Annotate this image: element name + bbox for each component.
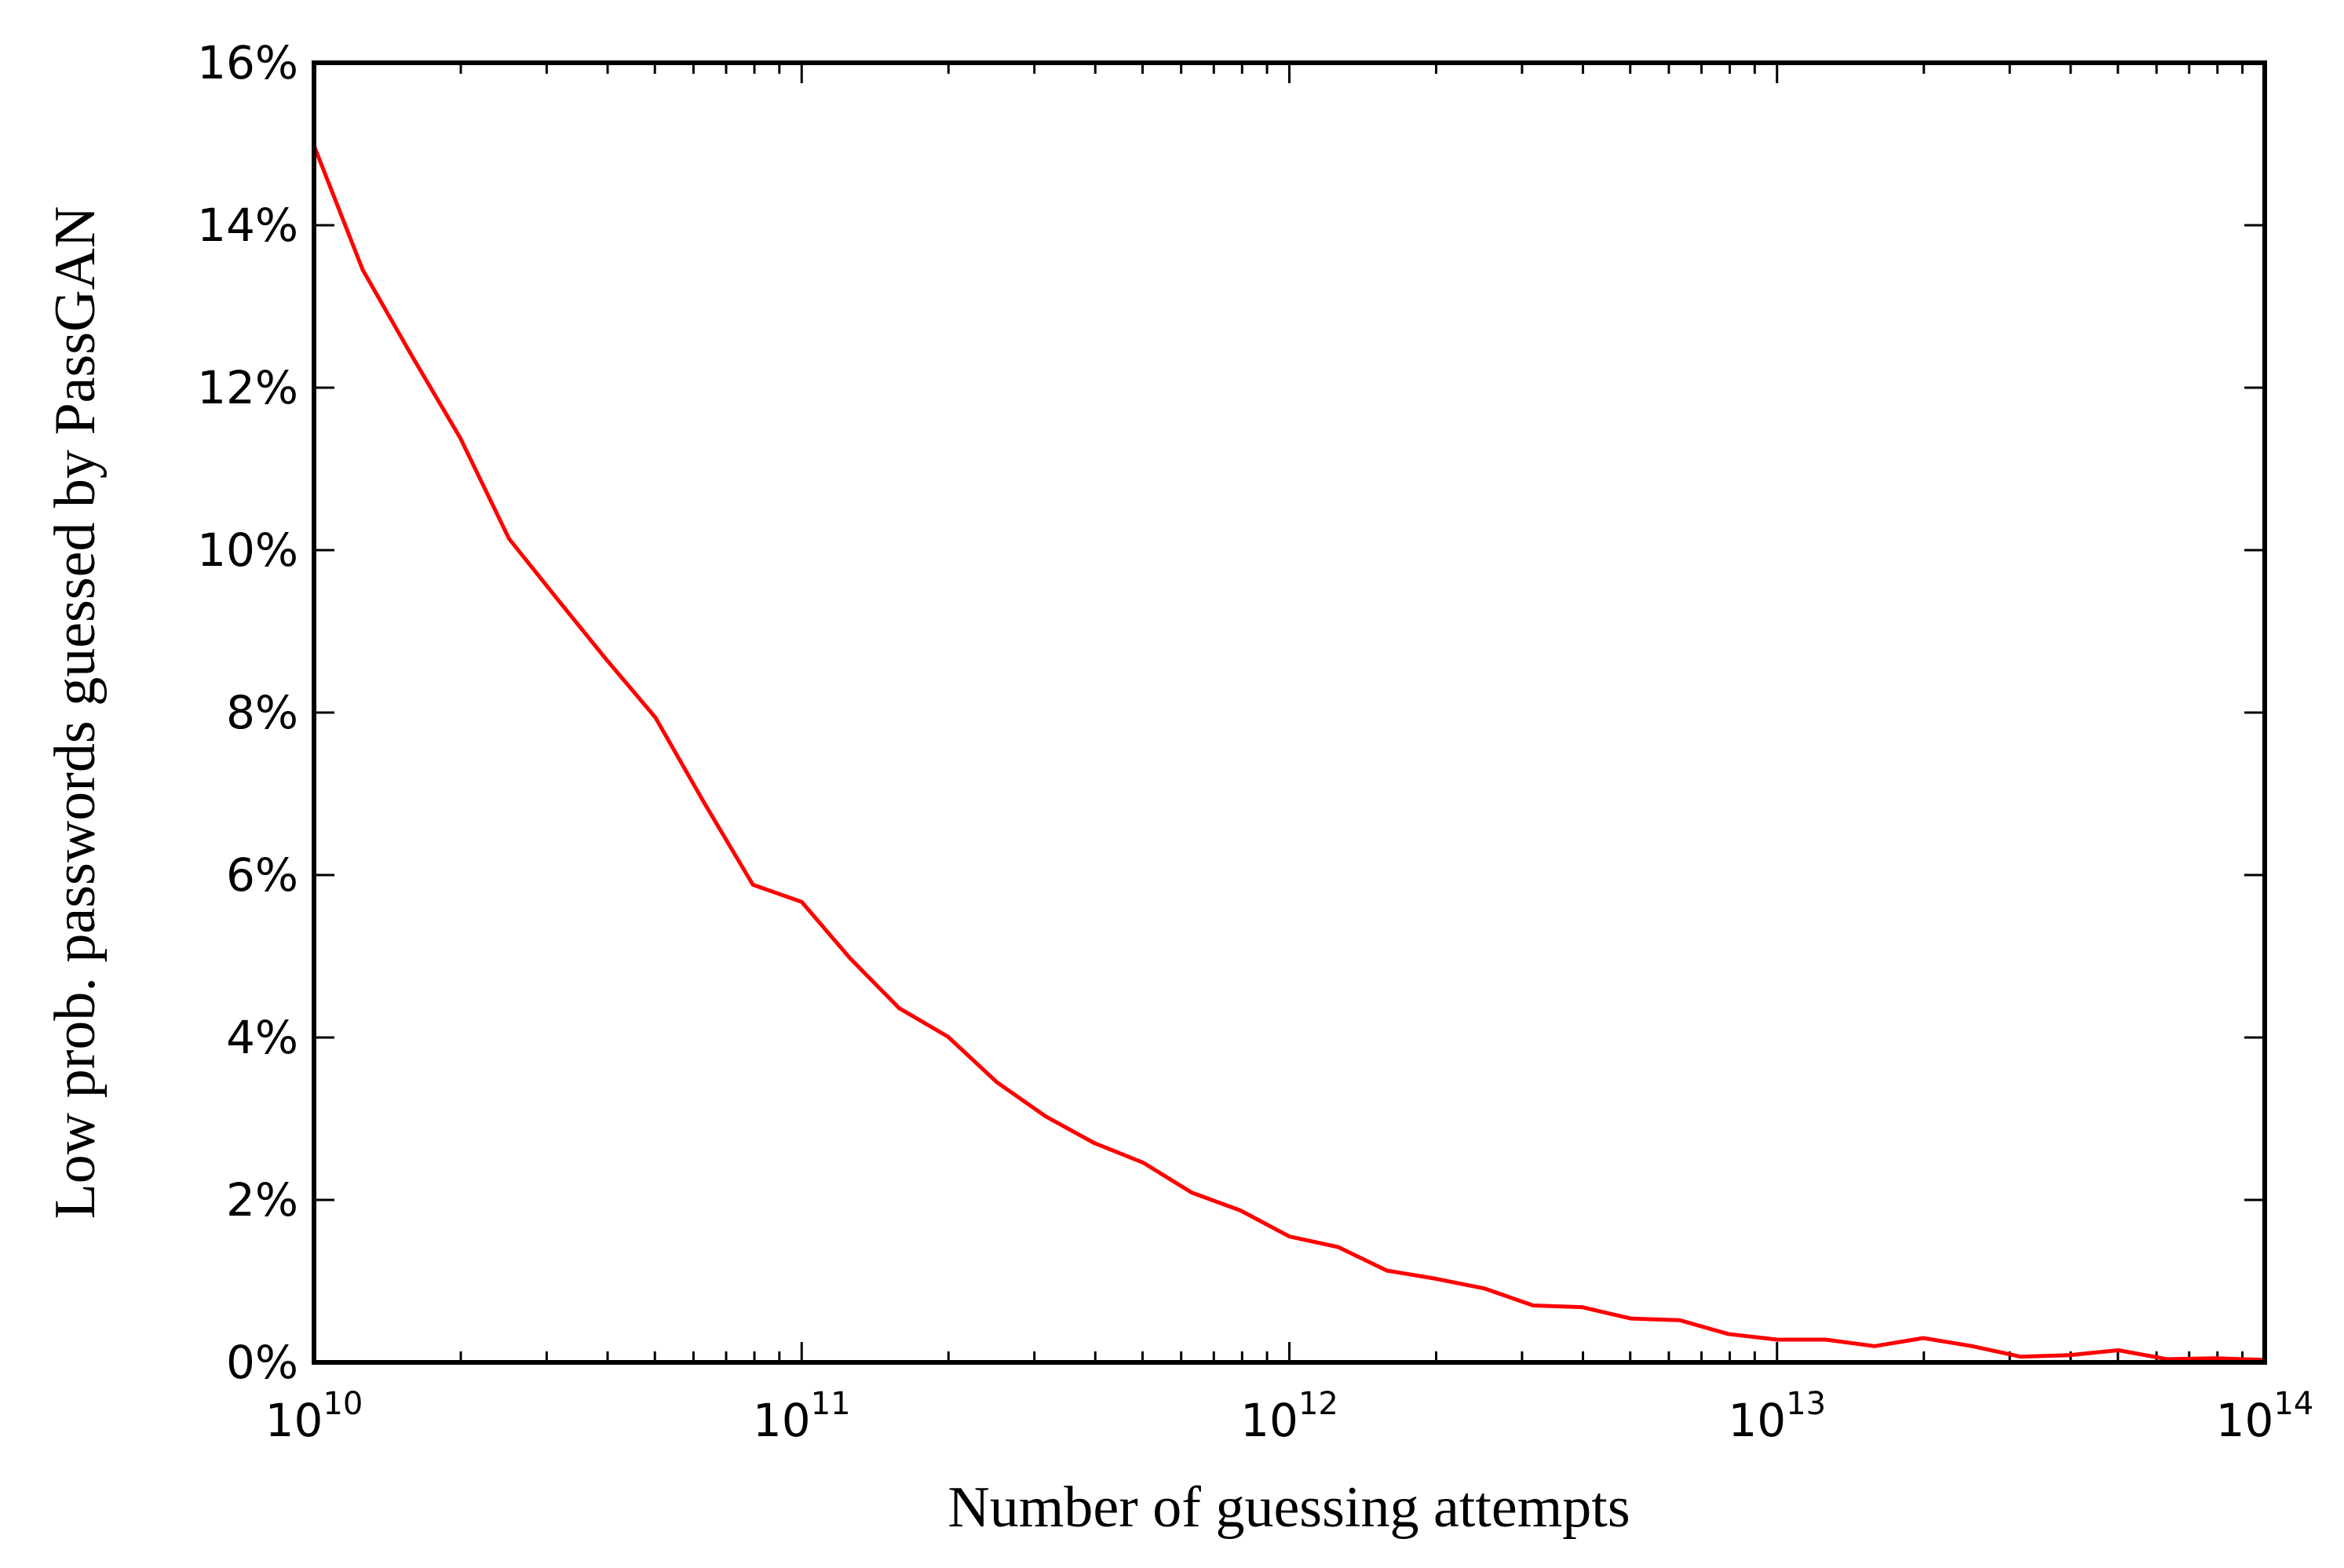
x-tick-base: 10: [1728, 1394, 1786, 1447]
x-tick-base: 10: [1240, 1394, 1298, 1447]
x-tick-exponent: 13: [1786, 1386, 1826, 1422]
y-axis-label: Low prob. passwords guessed by PassGAN: [43, 206, 108, 1220]
x-tick-exponent: 10: [323, 1386, 363, 1422]
x-tick-label: 1010: [265, 1386, 363, 1447]
plot-frame: [312, 60, 2267, 1365]
y-tick-label: 12%: [197, 361, 298, 414]
x-tick-base: 10: [265, 1394, 323, 1447]
tick-labels: 1010 1011 1012 1013 10140%2%4%6%8%10%12%14%1…: [197, 36, 2313, 1447]
x-tick-label: 1013: [1728, 1386, 1826, 1447]
y-tick-label: 14%: [197, 199, 298, 252]
x-tick-exponent: 12: [1298, 1386, 1338, 1422]
x-tick-label: 1011: [753, 1386, 851, 1447]
x-axis-label: Number of guessing attempts: [947, 1475, 1630, 1540]
series-line: [312, 144, 2266, 1362]
x-tick-base: 10: [753, 1394, 811, 1447]
y-tick-label: 2%: [226, 1173, 298, 1227]
y-tick-label: 0%: [226, 1336, 298, 1389]
y-tick-label: 10%: [197, 523, 298, 577]
x-tick-exponent: 14: [2273, 1386, 2313, 1422]
y-tick-label: 16%: [197, 36, 298, 89]
y-tick-label: 6%: [226, 848, 298, 902]
x-tick-exponent: 11: [811, 1386, 851, 1422]
x-tick-label: 1012: [1240, 1386, 1338, 1447]
ticks: [312, 61, 2266, 1364]
x-tick-base: 10: [2216, 1394, 2274, 1447]
y-tick-label: 8%: [226, 686, 298, 739]
x-tick-label: 1014: [2216, 1386, 2314, 1447]
y-tick-label: 4%: [226, 1011, 298, 1064]
